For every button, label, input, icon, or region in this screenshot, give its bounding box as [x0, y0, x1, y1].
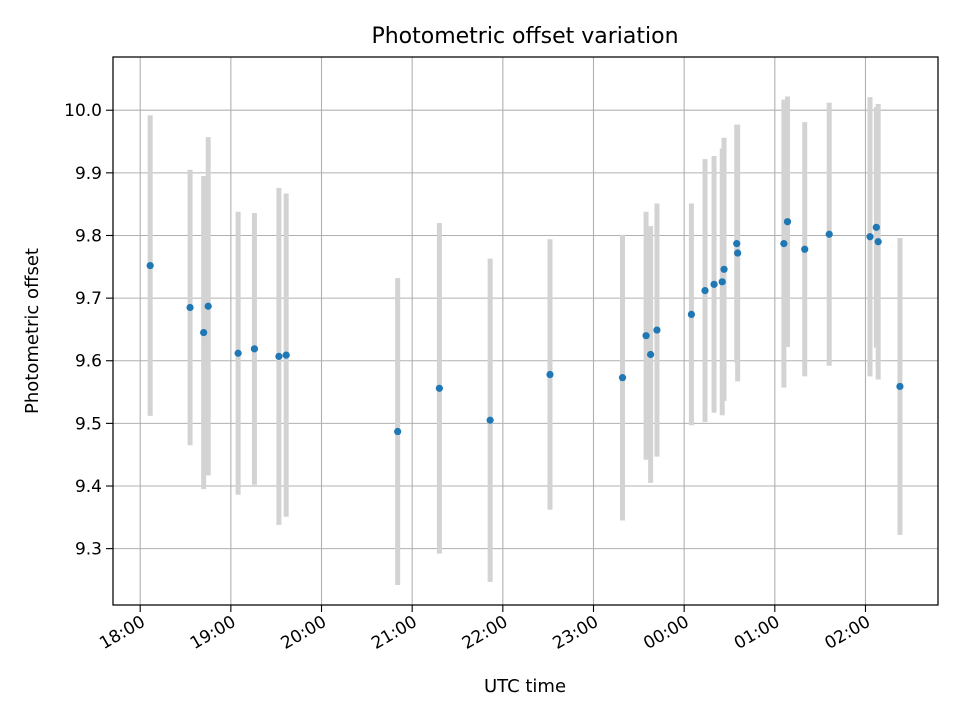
plot-frame	[112, 56, 939, 606]
chart-title: Photometric offset variation	[371, 24, 678, 49]
data-point	[734, 249, 742, 257]
data-point	[234, 349, 242, 357]
data-point	[394, 427, 402, 436]
data-points	[146, 218, 904, 436]
data-point	[872, 223, 880, 231]
data-point	[186, 303, 194, 312]
data-point	[204, 302, 212, 310]
x-axis-label: UTC time	[484, 676, 566, 697]
data-point	[653, 326, 661, 334]
data-point	[200, 328, 208, 337]
data-point	[282, 351, 290, 359]
data-point	[720, 265, 728, 273]
data-point	[642, 332, 650, 340]
data-point	[866, 233, 874, 241]
data-point	[486, 416, 494, 424]
data-point	[618, 374, 627, 382]
data-point	[780, 240, 788, 248]
data-point	[825, 230, 833, 238]
data-point	[733, 240, 741, 248]
y-tick-label: 9.9	[75, 164, 102, 184]
data-point	[250, 345, 259, 353]
data-point	[701, 287, 709, 295]
data-point	[896, 382, 904, 391]
y-tick-label: 9.6	[75, 352, 102, 372]
data-point	[687, 310, 696, 319]
data-point	[435, 384, 443, 392]
y-tick-label: 9.4	[75, 477, 102, 497]
data-point	[146, 261, 154, 270]
data-point	[718, 278, 726, 286]
data-point	[783, 218, 792, 226]
data-point	[546, 370, 554, 379]
y-tick-label: 9.7	[75, 289, 102, 309]
y-tick-label: 10.0	[64, 101, 102, 121]
y-axis-label: Photometric offset	[22, 248, 43, 414]
y-tick-label: 9.5	[75, 414, 102, 434]
y-tick-label: 9.3	[75, 540, 102, 560]
data-point	[874, 238, 882, 246]
data-point	[275, 352, 283, 360]
data-point	[647, 350, 655, 359]
data-point	[801, 245, 809, 253]
data-point	[710, 280, 718, 288]
grid	[113, 57, 938, 605]
y-tick-label: 9.8	[75, 226, 102, 246]
